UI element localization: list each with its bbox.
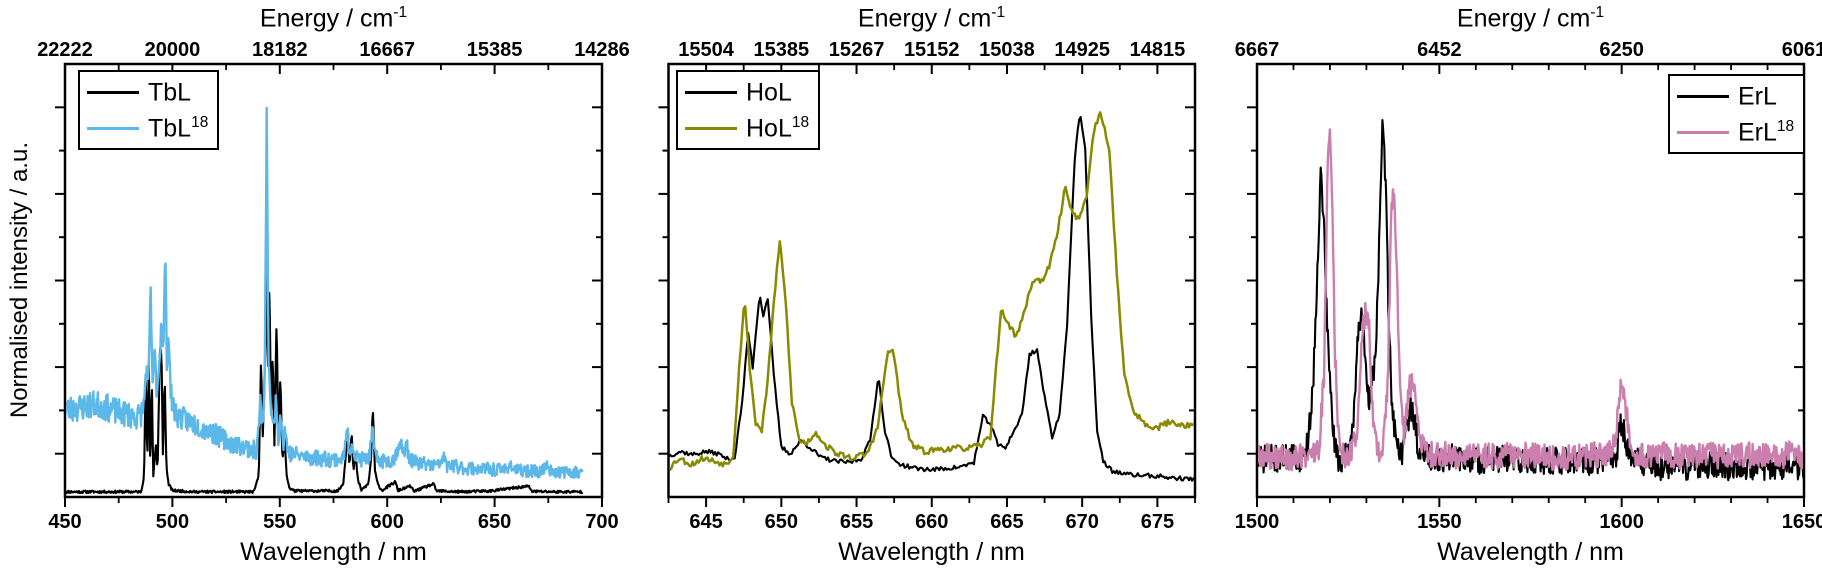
legend-item-erl: ErL [1677,78,1794,114]
svg-text:670: 670 [1065,511,1098,533]
svg-text:645: 645 [689,511,722,533]
svg-text:675: 675 [1141,511,1174,533]
svg-text:14286: 14286 [574,39,630,61]
legend-line-hol18 [685,126,737,130]
wavelength-axis-title-er: Wavelength / nm [1437,538,1624,566]
svg-text:15504: 15504 [678,39,734,61]
svg-text:665: 665 [990,511,1023,533]
energy-axis-title-ho: Energy / cm-1 [857,4,1006,33]
svg-text:1600: 1600 [1599,511,1644,533]
svg-text:660: 660 [915,511,948,533]
svg-text:1500: 1500 [1235,511,1280,533]
energy-superscript: -1 [1590,4,1605,21]
energy-superscript: -1 [393,4,408,21]
legend-line-erl [1677,94,1729,98]
legend-label-hol18: HoL18 [746,113,810,143]
y-axis-title-text: Normalised intensity / a.u. [6,142,33,419]
svg-text:6667: 6667 [1235,39,1280,61]
svg-text:20000: 20000 [145,39,201,61]
legend-item-erl18: ErL18 [1677,114,1794,150]
svg-text:15385: 15385 [467,39,523,61]
legend-line-hol [685,90,737,94]
svg-text:14925: 14925 [1054,39,1110,61]
legend-line-erl18 [1677,130,1729,134]
svg-text:16667: 16667 [359,39,415,61]
legend-item-tbl: TbL [87,74,208,110]
svg-text:15385: 15385 [754,39,810,61]
svg-text:600: 600 [371,511,404,533]
svg-text:6250: 6250 [1599,39,1644,61]
legend-item-hol: HoL [685,74,809,110]
legend-label-hol: HoL [746,78,792,107]
legend-label-tbl18: TbL18 [148,113,209,143]
svg-text:1550: 1550 [1417,511,1462,533]
svg-text:450: 450 [48,511,81,533]
legend-tb: TbL TbL18 [78,70,220,150]
svg-text:1650: 1650 [1782,511,1822,533]
energy-axis-title-er: Energy / cm-1 [1456,4,1605,33]
legend-line-tbl [87,90,139,94]
legend-item-tbl18: TbL18 [87,110,208,146]
svg-text:650: 650 [478,511,511,533]
svg-text:6061: 6061 [1782,39,1822,61]
svg-text:15152: 15152 [904,39,960,61]
svg-text:550: 550 [263,511,296,533]
legend-line-tbl18 [87,126,139,130]
svg-text:655: 655 [840,511,873,533]
svg-text:700: 700 [585,511,618,533]
svg-text:22222: 22222 [37,39,93,61]
wavelength-axis-title-tb: Wavelength / nm [240,538,427,566]
energy-axis-title-tb: Energy / cm-1 [259,4,408,33]
legend-label-tbl: TbL [148,78,192,107]
svg-text:18182: 18182 [252,39,308,61]
legend-item-hol18: HoL18 [685,110,809,146]
legend-label-erl18: ErL18 [1738,117,1795,147]
svg-text:6452: 6452 [1417,39,1462,61]
svg-text:15267: 15267 [829,39,885,61]
svg-text:15038: 15038 [979,39,1035,61]
energy-superscript: -1 [991,4,1006,21]
legend-label-erl: ErL [1738,82,1777,111]
svg-text:500: 500 [156,511,189,533]
legend-ho: HoL HoL18 [676,70,821,150]
svg-text:14815: 14815 [1130,39,1186,61]
svg-text:650: 650 [765,511,798,533]
y-axis-title: Normalised intensity / a.u. [2,64,38,497]
legend-er: ErL ErL18 [1668,74,1806,154]
wavelength-axis-title-ho: Wavelength / nm [838,538,1025,566]
